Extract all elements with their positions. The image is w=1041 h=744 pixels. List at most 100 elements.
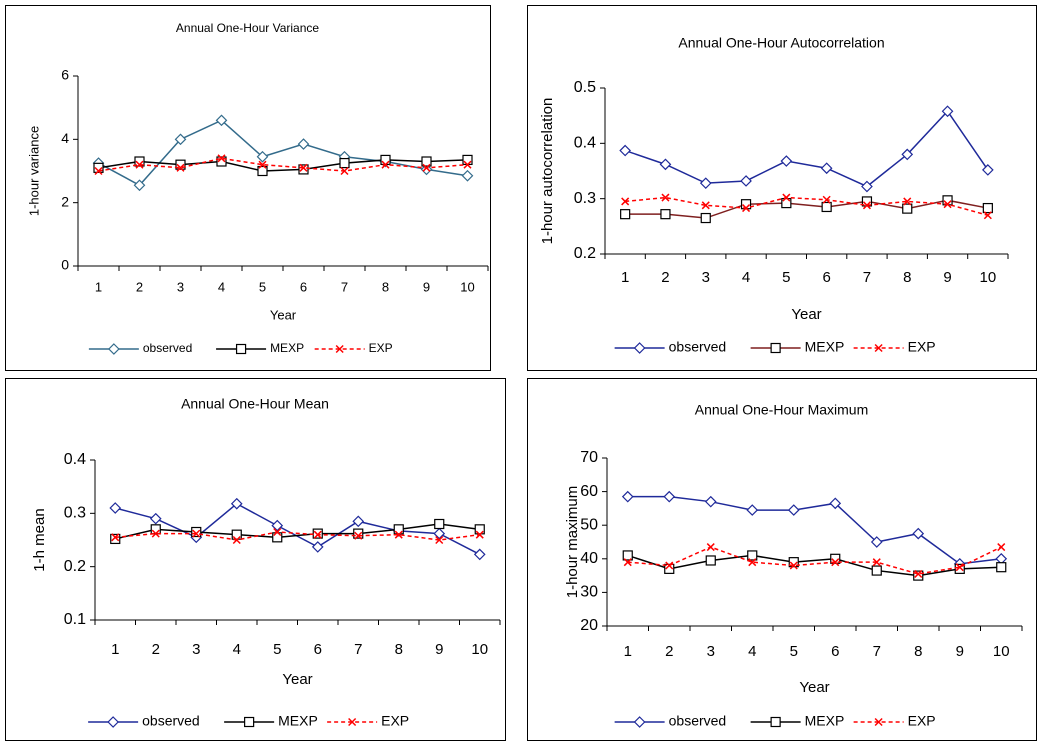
- marker-diamond: [311, 541, 324, 553]
- chart-panel: Annual One-Hour Autocorrelation 0.2 0.3 0.4…: [527, 5, 1037, 371]
- x-tick-label: 3: [192, 641, 200, 658]
- panel-border: [5, 5, 491, 371]
- series-line: [624, 110, 989, 188]
- marker-x: [914, 569, 923, 578]
- x-tick-label: 9: [423, 279, 430, 294]
- marker-x: [422, 163, 431, 172]
- series-line: [627, 554, 1002, 577]
- x-tick-label: 7: [354, 641, 362, 658]
- y-tick-label: 2: [61, 193, 69, 209]
- x-axis-label: Year: [791, 306, 821, 323]
- x-tick-label: 10: [471, 641, 488, 658]
- y-tick-label: 0.1: [64, 611, 86, 628]
- series-line: [115, 502, 481, 556]
- legend-label: observed: [143, 341, 192, 355]
- y-tick-label: 0.4: [64, 451, 86, 468]
- series-line: [115, 523, 480, 540]
- x-tick-label: 4: [742, 269, 750, 286]
- y-tick-label: 60: [580, 483, 598, 500]
- x-tick-label: 3: [702, 269, 710, 286]
- marker-x: [435, 535, 444, 545]
- panel-border: [5, 378, 506, 741]
- marker-diamond: [420, 163, 433, 176]
- x-tick-label: 6: [314, 641, 322, 658]
- marker-x: [463, 160, 472, 169]
- marker-x: [394, 530, 403, 539]
- y-axis-label: 1-hour autocorrelation: [539, 98, 556, 245]
- marker-x: [874, 717, 883, 727]
- marker-diamond: [780, 155, 793, 167]
- marker-diamond: [619, 144, 631, 157]
- legend-label: EXP: [908, 713, 936, 729]
- chart-title: Annual One-Hour Autocorrelation: [678, 35, 884, 51]
- marker-square: [191, 526, 202, 538]
- x-tick-label: 2: [661, 269, 669, 286]
- y-axis-label: 1-hour variance: [26, 126, 41, 216]
- y-tick-label: 30: [580, 584, 598, 601]
- legend-label: EXP: [381, 713, 409, 729]
- x-tick-label: 1: [621, 269, 629, 286]
- marker-x: [340, 166, 349, 176]
- marker-diamond: [861, 180, 873, 193]
- x-tick-label: 4: [748, 643, 756, 660]
- panel-border: [527, 5, 1037, 371]
- marker-diamond: [271, 519, 284, 532]
- marker-x: [232, 535, 241, 545]
- marker-square: [353, 528, 364, 539]
- marker-x: [701, 201, 710, 210]
- marker-square: [830, 553, 841, 564]
- legend-label: MEXP: [805, 713, 845, 729]
- series-line: [625, 199, 988, 219]
- legend-label: MEXP: [270, 341, 304, 355]
- marker-square: [660, 209, 671, 220]
- marker-x: [706, 543, 715, 552]
- marker-x: [665, 561, 674, 570]
- marker-diamond: [829, 497, 842, 510]
- marker-x: [903, 197, 912, 206]
- marker-diamond: [433, 527, 446, 540]
- chart-panel: Annual One-Hour Maximum 20 30 40 50 60 70 1 2 3 4 5…: [527, 378, 1037, 741]
- x-tick-label: 9: [435, 641, 443, 658]
- marker-square: [312, 528, 323, 539]
- x-axis-label: Year: [799, 679, 829, 696]
- marker-x: [872, 558, 881, 567]
- chart-title: Annual One-Hour Maximum: [695, 402, 869, 418]
- marker-diamond: [149, 512, 162, 525]
- legend-label: MEXP: [278, 713, 318, 729]
- marker-x: [217, 154, 226, 163]
- series-line: [625, 196, 989, 216]
- marker-diamond: [107, 716, 119, 728]
- marker-x: [742, 204, 751, 213]
- marker-x: [151, 529, 160, 538]
- y-tick-label: 0.2: [64, 558, 86, 575]
- marker-square: [93, 162, 104, 173]
- marker-x: [111, 533, 120, 542]
- x-tick-label: 8: [903, 269, 911, 286]
- marker-x: [313, 530, 322, 539]
- marker-square: [622, 550, 633, 561]
- x-tick-label: 5: [790, 643, 798, 660]
- marker-diamond: [787, 504, 800, 516]
- marker-x: [475, 530, 484, 539]
- x-tick-label: 8: [914, 643, 922, 660]
- x-tick-label: 7: [863, 269, 871, 286]
- marker-diamond: [108, 343, 120, 355]
- marker-x: [621, 197, 630, 206]
- panel-border: [527, 378, 1037, 741]
- marker-diamond: [109, 502, 122, 514]
- x-tick-label: 5: [273, 641, 281, 658]
- x-tick-label: 3: [177, 279, 184, 294]
- marker-square: [462, 154, 473, 166]
- legend-label: observed: [142, 713, 200, 729]
- legend-label: observed: [669, 339, 727, 355]
- x-tick-label: 5: [259, 279, 266, 294]
- marker-diamond: [912, 527, 925, 540]
- marker-x: [176, 163, 185, 172]
- series-line: [98, 119, 468, 187]
- chart-panel: Annual One-Hour Mean 0.1 0.2 0.3 0.4 1 2 3 4 5 6 7 8…: [5, 378, 506, 741]
- marker-x: [273, 527, 282, 537]
- x-tick-label: 2: [152, 641, 160, 658]
- marker-square: [235, 343, 247, 355]
- x-tick-label: 8: [395, 641, 403, 658]
- marker-square: [700, 212, 711, 224]
